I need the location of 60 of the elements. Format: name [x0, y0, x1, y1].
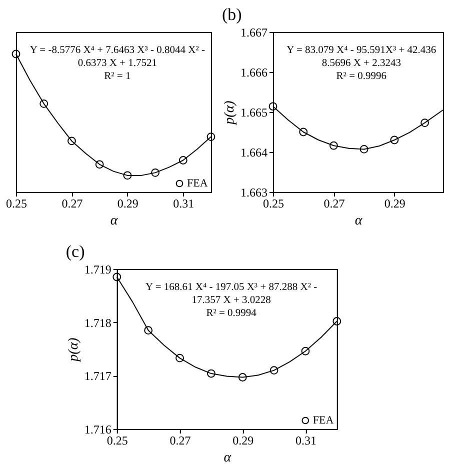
point: [390, 136, 399, 144]
x-tick-label: 0.31: [173, 196, 194, 210]
point: [151, 168, 160, 177]
point: [112, 272, 122, 282]
annotation: 0.6373 X + 1.7521: [78, 58, 157, 69]
x-axis-title: α: [354, 214, 363, 228]
point: [332, 317, 342, 326]
point: [68, 136, 76, 146]
y-tick-label: 1.717: [84, 369, 112, 384]
point: [176, 354, 184, 362]
x-tick-label: 0.29: [232, 434, 254, 448]
point: [206, 369, 216, 378]
x-tick-label: 0.25: [6, 196, 27, 210]
annotation: Y = 168.61 X⁴ - 197.05 X³ + 87.288 X² -: [145, 282, 318, 293]
x-tick-label: 0.29: [117, 196, 138, 210]
y-tick-label: 1.716: [84, 422, 112, 436]
point: [299, 128, 308, 136]
annotation: R² = 1: [104, 71, 131, 82]
y-axis-title: p(α): [66, 337, 82, 362]
point: [301, 346, 310, 356]
x-tick-label: 0.27: [324, 196, 345, 210]
point: [95, 160, 104, 169]
point: [238, 373, 247, 382]
x-tick-label: 0.25: [106, 434, 128, 448]
x-tick-label: 0.31: [295, 434, 316, 448]
legend-label: FEA: [312, 414, 334, 426]
y-tick-label: 1.663: [240, 186, 268, 200]
y-tick-label: 1.667: [240, 26, 268, 40]
y-tick-label: 1.665: [240, 106, 268, 120]
y-tick-label: 1.666: [240, 66, 268, 80]
point: [123, 171, 132, 180]
x-axis-title: α: [110, 214, 118, 228]
legend-label: FEA: [187, 178, 208, 190]
point: [330, 141, 338, 150]
y-axis-title: p(α): [222, 100, 238, 126]
point: [12, 50, 20, 58]
y-tick-label: 1.718: [84, 316, 112, 330]
point: [268, 102, 278, 111]
y-tick-label: 1.664: [240, 146, 268, 160]
x-axis-title: α: [224, 450, 232, 466]
x-tick-label: 0.29: [384, 196, 406, 210]
point: [420, 118, 429, 127]
chart-title: (b): [222, 5, 242, 24]
annotation: Y = -8.5776 X⁴ + 7.6463 X³ - 0.8044 X² -: [30, 45, 206, 56]
chart-title: (c): [66, 242, 85, 261]
annotation: R² = 0.9996: [336, 71, 386, 82]
annotation: Y = 83.079 X⁴ - 95.591X³ + 42.436: [286, 45, 436, 56]
point: [206, 132, 216, 141]
point: [270, 366, 278, 375]
annotation: R² = 0.9994: [206, 308, 258, 319]
point: [360, 145, 368, 154]
y-tick-label: 1.719: [84, 262, 112, 276]
x-tick-label: 0.25: [263, 196, 284, 210]
x-tick-label: 0.27: [62, 196, 83, 210]
point: [178, 156, 188, 164]
x-tick-label: 0.27: [170, 434, 191, 448]
point: [144, 326, 153, 335]
annotation: 8.5696 X + 2.3243: [322, 58, 401, 69]
annotation: 17.357 X + 3.0228: [192, 295, 271, 306]
point: [40, 99, 48, 108]
